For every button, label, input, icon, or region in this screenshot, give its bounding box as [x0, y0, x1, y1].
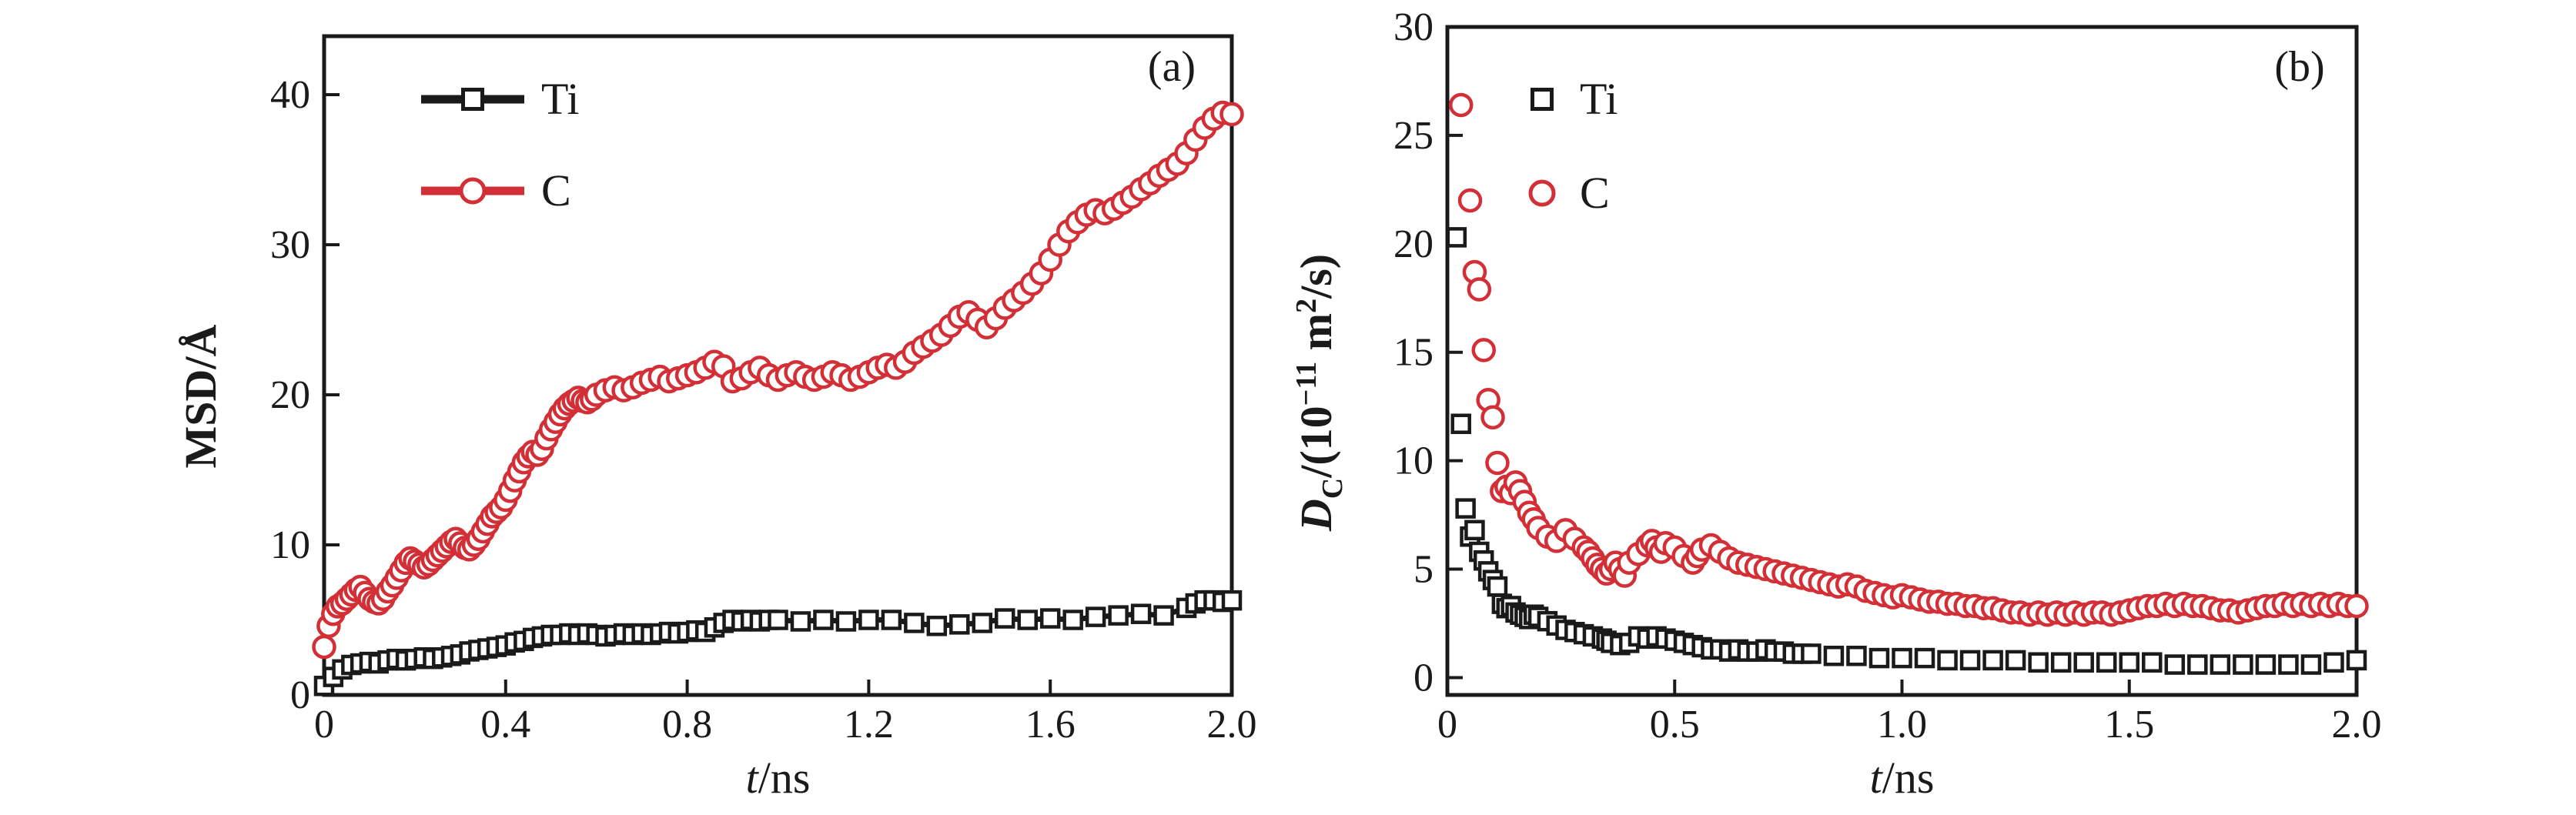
y-tick-label: 0	[290, 673, 310, 717]
x-axis-title: t/ns	[746, 753, 811, 803]
series-C	[1448, 92, 2369, 627]
legend: Ti C	[1528, 74, 1618, 218]
legend: Ti C	[421, 74, 580, 215]
y-tick-label: 20	[270, 373, 310, 417]
series-Ti	[313, 590, 1243, 696]
x-tick-label: 1.5	[2104, 703, 2154, 747]
legend-label-Ti: Ti	[541, 74, 580, 124]
x-tick-label: 0.5	[1650, 703, 1700, 747]
x-tick-label: 1.6	[1025, 703, 1076, 747]
x-tick-label: 1.2	[844, 703, 894, 747]
x-tick-label: 0.8	[662, 703, 712, 747]
y-tick-label: 10	[1393, 439, 1434, 483]
plot-frame	[322, 34, 1234, 697]
x-tick-label: 0	[314, 703, 334, 747]
panel-label: (a)	[1148, 43, 1196, 91]
y-tick-label: 40	[270, 73, 310, 117]
y-tick-label: 30	[1393, 5, 1434, 49]
x-tick-label: 0	[1437, 703, 1457, 747]
x-tick-label: 0.4	[480, 703, 530, 747]
y-tick-label: 20	[1393, 222, 1434, 266]
x-axis-title: t/ns	[1870, 753, 1935, 803]
panel-a: 0 0.4 0.8 1.2 1.6 2.0 0 10 20 30 40 t/ns MSD/Å (a) Ti C	[176, 34, 1257, 803]
y-axis-title: MSD/Å	[176, 324, 226, 468]
x-tick-label: 2.0	[2332, 703, 2382, 747]
series-C	[312, 100, 1244, 660]
y-axis-title: DC/(10−11 m2/s)	[1290, 254, 1349, 532]
series-Ti	[1446, 227, 2367, 675]
legend-label-C: C	[541, 165, 571, 215]
y-tick-label: 5	[1413, 548, 1434, 592]
panel-label: (b)	[2274, 43, 2324, 91]
y-axis-ticks: 0 5 10 15 20 25 30	[1393, 5, 1463, 700]
x-axis-ticks: 0 0.5 1.0 1.5 2.0	[1437, 680, 2382, 747]
legend-label-C: C	[1580, 168, 1610, 218]
legend-label-Ti: Ti	[1580, 74, 1618, 124]
y-tick-label: 15	[1393, 331, 1434, 375]
y-tick-label: 0	[1413, 656, 1434, 700]
y-tick-label: 30	[270, 223, 310, 267]
y-tick-label: 25	[1393, 114, 1434, 158]
y-tick-label: 10	[270, 523, 310, 567]
x-tick-label: 2.0	[1207, 703, 1257, 747]
panel-b: 0 0.5 1.0 1.5 2.0 0 5 10 15 20 25 30 t/ns DC/(10−11 m…	[1290, 5, 2382, 803]
x-axis-ticks: 0 0.4 0.8 1.2 1.6 2.0	[314, 680, 1257, 747]
x-tick-label: 1.0	[1877, 703, 1927, 747]
y-axis-ticks: 0 10 20 30 40	[270, 73, 340, 717]
